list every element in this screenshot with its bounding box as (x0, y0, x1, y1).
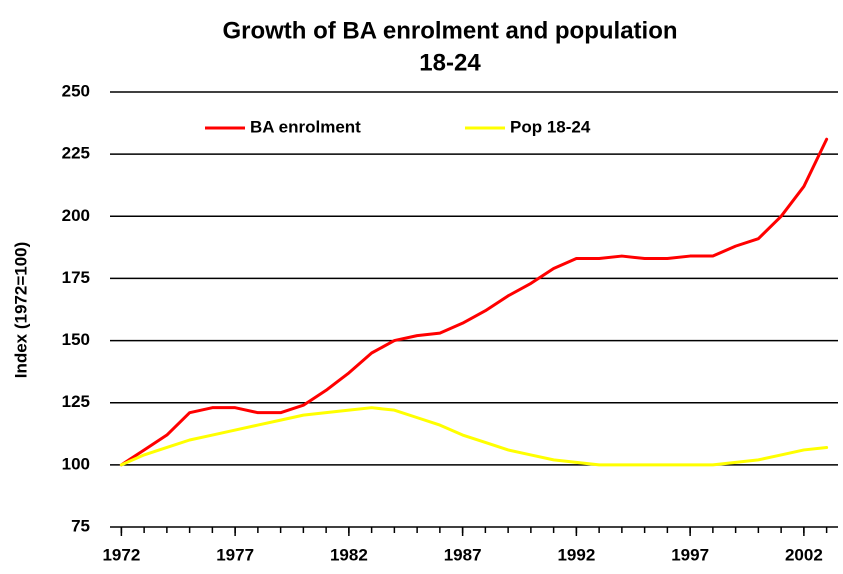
series-line (119, 137, 829, 467)
series-line (119, 406, 829, 467)
chart-title: 18-24 (419, 49, 481, 76)
y-tick-label: 250 (62, 81, 90, 100)
chart-title: Growth of BA enrolment and population (222, 17, 677, 44)
y-tick-label: 150 (62, 330, 90, 349)
x-tick-label: 1992 (557, 545, 595, 564)
y-tick-label: 200 (62, 206, 90, 225)
x-tick-label: 1987 (444, 545, 482, 564)
x-tick-label: 2002 (785, 545, 823, 564)
y-tick-label: 175 (62, 268, 90, 287)
y-tick-label: 75 (71, 516, 90, 535)
legend-label: Pop 18-24 (510, 117, 591, 136)
y-tick-label: 100 (62, 454, 90, 473)
y-tick-label: 125 (62, 392, 90, 411)
x-tick-label: 1997 (671, 545, 709, 564)
y-tick-label: 225 (62, 144, 90, 163)
legend-label: BA enrolment (250, 117, 361, 136)
y-axis-label: Index (1972=100) (11, 242, 30, 379)
x-tick-label: 1972 (102, 545, 140, 564)
x-tick-label: 1977 (216, 545, 254, 564)
x-tick-label: 1982 (330, 545, 368, 564)
